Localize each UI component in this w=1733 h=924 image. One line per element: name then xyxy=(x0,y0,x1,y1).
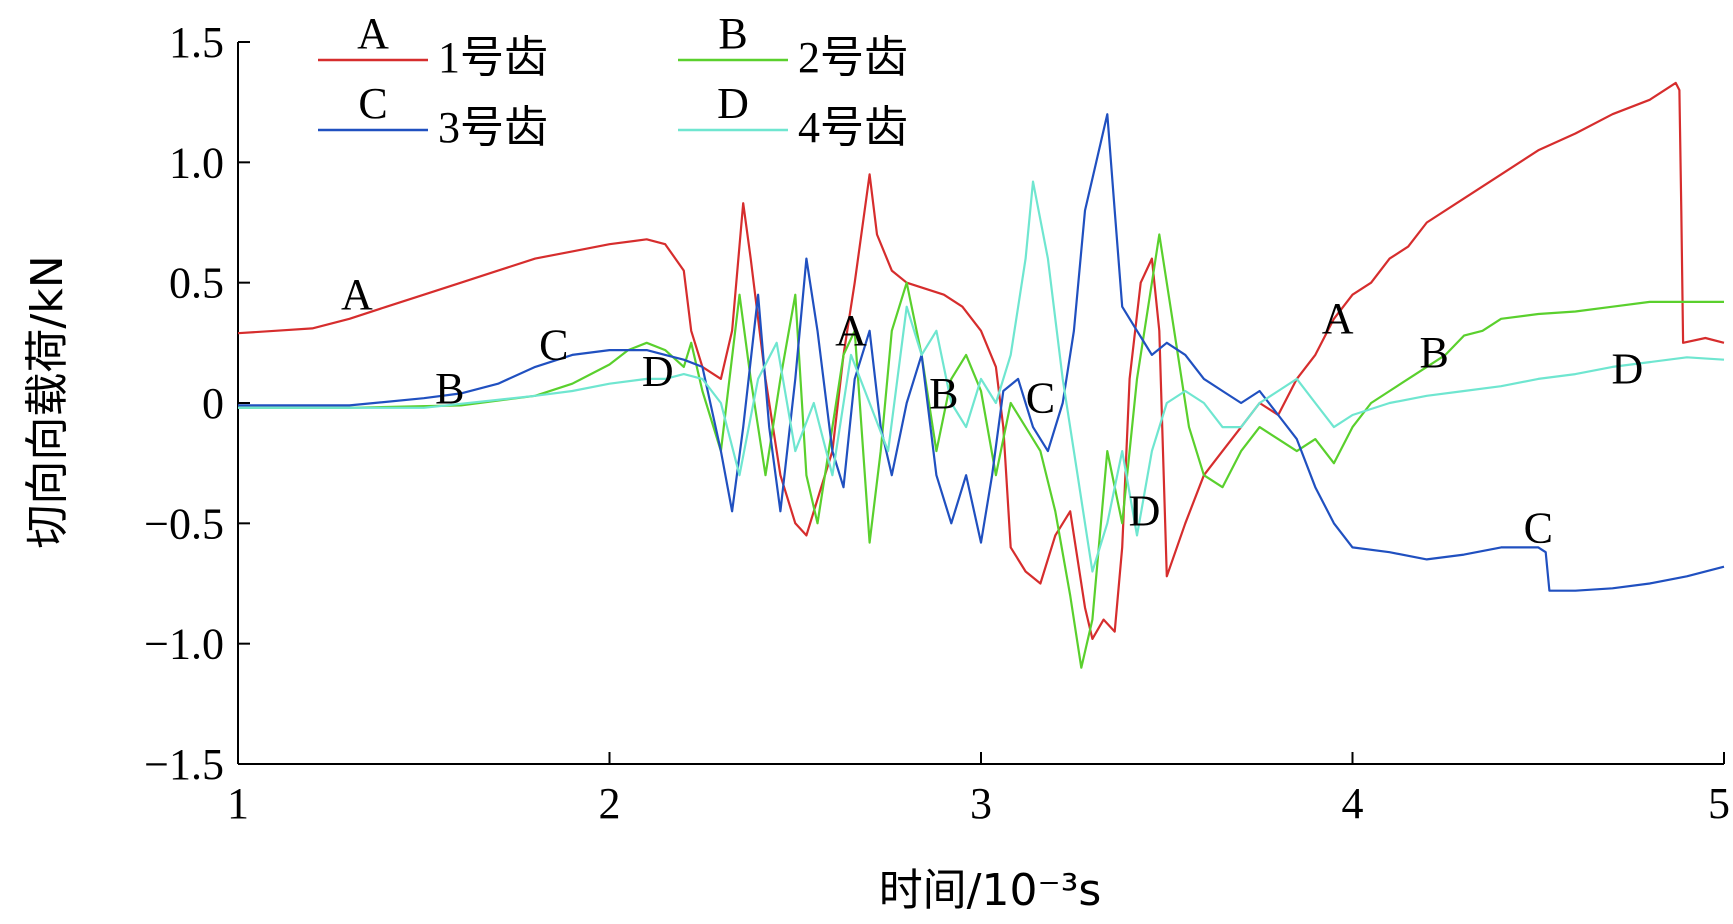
y-tick-label: 1.0 xyxy=(169,138,224,187)
series-marker-label: D xyxy=(1612,345,1644,394)
y-tick-label: 0.5 xyxy=(169,259,224,308)
series-marker-label: A xyxy=(341,270,373,319)
series-marker-label: B xyxy=(1420,328,1449,377)
y-tick-label: −1.0 xyxy=(144,620,224,669)
series-marker-label: A xyxy=(835,306,867,355)
series-marker-label: B xyxy=(929,369,958,418)
y-tick-label: −0.5 xyxy=(144,499,224,548)
y-tick-label: −1.5 xyxy=(144,740,224,789)
y-tick-label: 0 xyxy=(202,379,224,428)
series-line-d xyxy=(238,180,1725,573)
legend-entry-label: 3号齿 xyxy=(438,103,548,152)
series-marker-label: D xyxy=(1129,487,1161,536)
annotation-layer: A B C D A B C D A B C D xyxy=(341,270,1643,552)
legend-key: C xyxy=(358,79,387,128)
series-line-c xyxy=(238,113,1725,592)
series-marker-label: C xyxy=(539,321,568,370)
series-marker-label: B xyxy=(435,364,464,413)
legend-entry-label: 2号齿 xyxy=(798,33,908,82)
series-marker-label: C xyxy=(1026,374,1055,423)
x-tick-label: 5 xyxy=(1708,779,1730,828)
series-layer xyxy=(237,81,1725,669)
legend-entry-label: 4号齿 xyxy=(798,103,908,152)
x-tick-label: 1 xyxy=(227,779,249,828)
x-tick-label: 2 xyxy=(599,779,621,828)
legend-key: D xyxy=(717,79,749,128)
series-marker-label: D xyxy=(642,347,674,396)
y-axis-label: 切向向载荷/kN xyxy=(22,255,73,548)
x-tick-label: 3 xyxy=(970,779,992,828)
legend-entry-label: 1号齿 xyxy=(438,33,548,82)
x-axis-label: 时间/10⁻³s xyxy=(879,865,1102,916)
legend-key: A xyxy=(357,9,389,58)
y-tick-label: 1.5 xyxy=(169,18,224,67)
series-line-a xyxy=(237,81,1725,640)
axes: −1.5 −1.0 −0.5 0 0.5 1.0 1.5 1 2 3 4 5 xyxy=(144,18,1730,828)
x-tick-label: 4 xyxy=(1342,779,1364,828)
series-line-b xyxy=(238,233,1724,669)
series-marker-label: A xyxy=(1322,294,1354,343)
series-marker-label: C xyxy=(1524,504,1553,553)
legend: A 1号齿 B 2号齿 C 3号齿 D 4号齿 xyxy=(318,9,908,152)
legend-key: B xyxy=(718,9,747,58)
